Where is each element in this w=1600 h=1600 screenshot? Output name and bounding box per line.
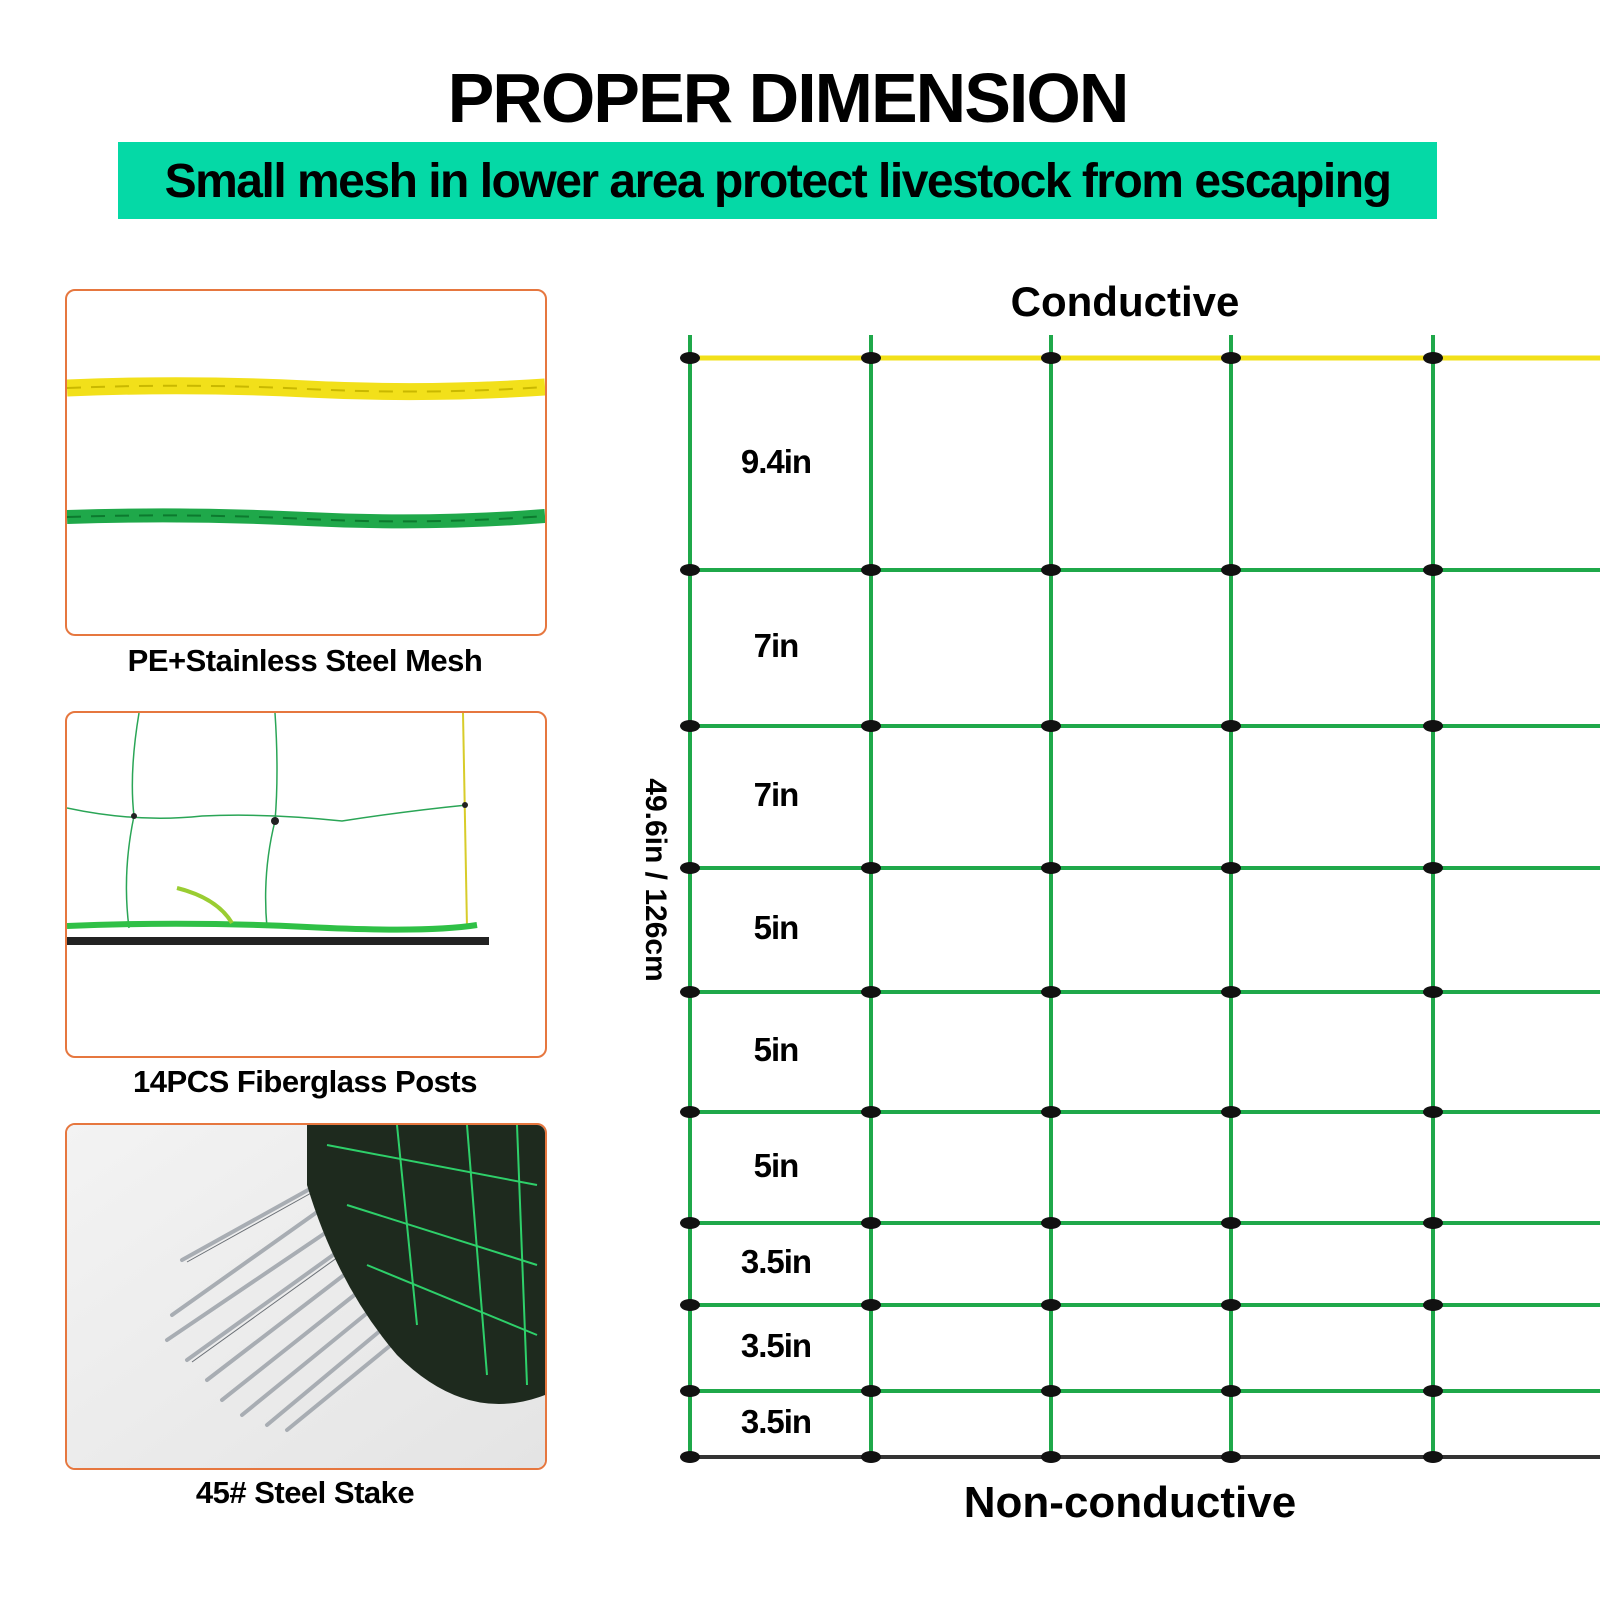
row-spacing-label: 7in <box>753 627 800 664</box>
row-spacing-label: 3.5in <box>740 1327 812 1364</box>
row-spacing-label: 5in <box>753 909 800 946</box>
post-illustration <box>67 713 489 945</box>
caption-mesh: PE+Stainless Steel Mesh <box>127 643 483 678</box>
total-height-label: 49.6in / 126cm <box>639 778 672 982</box>
row-spacing-label: 5in <box>753 1146 800 1184</box>
knot <box>1221 720 1241 732</box>
knot <box>1423 986 1443 998</box>
knot <box>1041 564 1061 576</box>
knot <box>1221 1385 1241 1397</box>
knot <box>1041 862 1061 874</box>
knot <box>861 1385 881 1397</box>
knot <box>1221 564 1241 576</box>
knot <box>861 1217 881 1229</box>
knot <box>1041 352 1061 364</box>
knot <box>861 352 881 364</box>
knot <box>1423 1385 1443 1397</box>
knot <box>1041 1299 1061 1311</box>
knot <box>680 1385 700 1397</box>
conductive-label: Conductive <box>1010 278 1240 325</box>
knot <box>680 986 700 998</box>
non-conductive-label: Non-conductive <box>963 1478 1297 1527</box>
knot <box>680 720 700 732</box>
knot <box>1423 720 1443 732</box>
knot <box>1041 1385 1061 1397</box>
row-spacing-label: 7in <box>753 776 800 813</box>
knot <box>1423 862 1443 874</box>
caption-posts: 14PCS Fiberglass Posts <box>133 1064 477 1099</box>
knot <box>1041 1451 1061 1463</box>
knot <box>1423 1299 1443 1311</box>
row-spacing-label: 9.4in <box>740 443 812 480</box>
knot <box>680 1106 700 1118</box>
stake-illustration <box>67 1125 545 1468</box>
knot <box>1041 720 1061 732</box>
knot <box>680 862 700 874</box>
page-title: PROPER DIMENSION <box>447 59 1130 137</box>
row-spacing-label: 3.5in <box>740 1243 812 1280</box>
knot <box>1221 352 1241 364</box>
knot <box>1221 986 1241 998</box>
row-spacing-label: 5in <box>753 1031 800 1068</box>
knot <box>861 564 881 576</box>
knot <box>1041 986 1061 998</box>
knot <box>861 862 881 874</box>
caption-stake: 45# Steel Stake <box>195 1475 415 1510</box>
knot <box>680 1299 700 1311</box>
knot <box>1423 1451 1443 1463</box>
knot <box>1221 1451 1241 1463</box>
knot <box>1423 1217 1443 1229</box>
knot <box>1221 1299 1241 1311</box>
knot <box>680 1217 700 1229</box>
rope-illustration <box>67 377 545 529</box>
knot <box>1423 564 1443 576</box>
knot <box>861 986 881 998</box>
steel-stake-image <box>65 1123 547 1470</box>
knot <box>1041 1106 1061 1118</box>
knot <box>1221 1106 1241 1118</box>
knot <box>680 564 700 576</box>
knot <box>1221 1217 1241 1229</box>
knot <box>680 1451 700 1463</box>
knot <box>1423 1106 1443 1118</box>
mesh-material-image <box>65 289 547 636</box>
row-spacing-label: 3.5in <box>740 1403 812 1440</box>
knot <box>861 1106 881 1118</box>
subtitle-text: Small mesh in lower area protect livesto… <box>164 155 1392 208</box>
knot <box>861 720 881 732</box>
knot <box>1041 1217 1061 1229</box>
knot <box>1423 352 1443 364</box>
knot <box>1221 862 1241 874</box>
knot <box>680 352 700 364</box>
subtitle-banner: Small mesh in lower area protect livesto… <box>118 142 1437 219</box>
knot <box>861 1451 881 1463</box>
knot <box>861 1299 881 1311</box>
fiberglass-posts-image <box>65 711 547 1058</box>
